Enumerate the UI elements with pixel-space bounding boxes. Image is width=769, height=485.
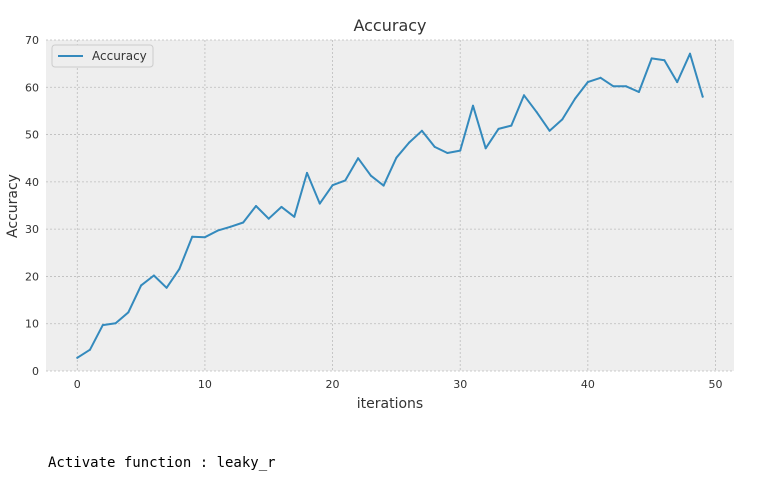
data-point bbox=[280, 205, 283, 208]
data-point bbox=[689, 52, 691, 55]
data-point bbox=[484, 147, 487, 150]
data-point bbox=[676, 81, 679, 84]
data-point bbox=[306, 171, 308, 174]
data-point bbox=[433, 145, 436, 148]
data-point bbox=[178, 267, 181, 270]
data-point bbox=[331, 184, 334, 187]
y-tick-label: 30 bbox=[25, 223, 39, 236]
data-point bbox=[420, 129, 423, 132]
data-point bbox=[140, 284, 143, 287]
data-point bbox=[318, 202, 321, 205]
data-point bbox=[255, 205, 257, 207]
data-point bbox=[574, 97, 577, 100]
data-point bbox=[472, 104, 474, 107]
data-point bbox=[535, 111, 538, 114]
data-point bbox=[76, 356, 79, 359]
x-tick-label: 0 bbox=[74, 378, 81, 391]
data-point bbox=[561, 118, 564, 121]
data-points bbox=[76, 52, 704, 359]
data-point bbox=[650, 57, 653, 60]
y-axis-label: Accuracy bbox=[5, 174, 21, 238]
y-tick-label: 60 bbox=[25, 81, 39, 94]
x-tick-label: 40 bbox=[581, 378, 595, 391]
legend-box bbox=[51, 44, 154, 68]
data-point bbox=[408, 141, 411, 144]
data-point bbox=[152, 274, 155, 277]
y-tick-label: 50 bbox=[25, 129, 39, 142]
data-point bbox=[497, 127, 500, 130]
data-point bbox=[229, 225, 232, 228]
chart-title: Accuracy bbox=[353, 16, 426, 35]
data-point bbox=[293, 215, 296, 218]
data-point bbox=[357, 157, 360, 160]
data-point bbox=[599, 76, 602, 79]
y-tick-label: 20 bbox=[25, 270, 39, 283]
accuracy-line-chart: 0 10 20 30 40 50 0 10 20 30 40 50 60 70 Accuracy ite… bbox=[5, 16, 734, 412]
data-point bbox=[510, 124, 513, 127]
data-point bbox=[114, 322, 117, 325]
y-tick-label: 70 bbox=[25, 34, 39, 47]
data-point bbox=[101, 324, 104, 327]
data-point bbox=[242, 221, 245, 224]
data-point bbox=[395, 156, 398, 159]
data-point bbox=[369, 174, 372, 177]
data-point bbox=[267, 217, 270, 220]
y-tick-label: 0 bbox=[32, 365, 39, 378]
grid-lines bbox=[46, 39, 734, 372]
series-line-accuracy bbox=[76, 52, 704, 359]
data-point bbox=[127, 311, 130, 314]
data-point bbox=[586, 81, 589, 84]
data-point bbox=[523, 94, 525, 97]
data-point bbox=[663, 59, 666, 62]
data-point bbox=[548, 129, 551, 132]
y-tick-label: 10 bbox=[25, 318, 39, 331]
plot-area bbox=[46, 40, 734, 371]
data-point bbox=[459, 149, 462, 152]
data-point bbox=[344, 179, 347, 182]
data-point bbox=[701, 95, 704, 98]
data-point bbox=[625, 85, 628, 88]
data-point bbox=[637, 91, 640, 93]
data-point bbox=[89, 348, 91, 351]
legend: Accuracy bbox=[51, 44, 154, 68]
legend-label: Accuracy bbox=[92, 49, 147, 63]
data-point bbox=[165, 286, 168, 289]
data-point bbox=[191, 235, 194, 238]
x-axis-label: iterations bbox=[357, 396, 423, 412]
data-point bbox=[382, 184, 385, 187]
x-tick-label: 50 bbox=[708, 378, 722, 391]
x-tick-labels: 0 10 20 30 40 50 bbox=[74, 378, 723, 391]
data-point bbox=[446, 152, 449, 154]
y-tick-label: 40 bbox=[25, 176, 39, 189]
x-tick-label: 20 bbox=[326, 378, 340, 391]
data-point bbox=[612, 85, 615, 88]
y-tick-labels: 0 10 20 30 40 50 60 70 bbox=[25, 34, 39, 378]
data-point bbox=[216, 229, 219, 232]
output-text: Activate function : leaky_r bbox=[48, 455, 276, 471]
x-tick-label: 30 bbox=[453, 378, 467, 391]
data-point bbox=[203, 236, 206, 239]
x-tick-label: 10 bbox=[198, 378, 212, 391]
